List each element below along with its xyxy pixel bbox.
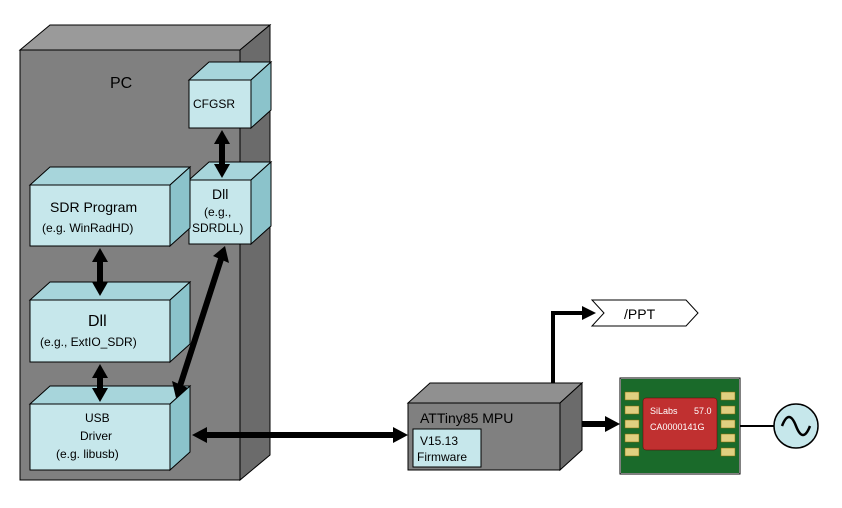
chip-line1: SiLabs	[650, 406, 678, 416]
dll-sdr-line2: (e.g.,	[204, 205, 231, 219]
edge-attiny-ppt	[553, 306, 596, 383]
node-dll-extio: Dll (e.g., ExtIO_SDR)	[30, 282, 190, 362]
node-wave-out	[774, 404, 818, 448]
ppt-label: /PPT	[624, 306, 656, 322]
node-attiny: ATTiny85 MPU V15.13 Firmware	[408, 383, 582, 470]
node-cfgsr: CFGSR	[189, 62, 271, 128]
node-si5351-chip: SiLabs 57.0 CA0000141G	[620, 378, 740, 474]
dll-sdr-line1: Dll	[212, 186, 228, 202]
usb-line3: (e.g. libusb)	[56, 447, 119, 461]
chip-line3: CA0000141G	[650, 422, 705, 432]
cfgsr-label: CFGSR	[193, 97, 235, 111]
attiny-label: ATTiny85 MPU	[420, 410, 513, 426]
fw-line1: V15.13	[420, 434, 458, 448]
diagram-canvas: PC CFGSR Dll (e.g., SDRDLL) SDR Program …	[0, 0, 842, 508]
pc-label: PC	[110, 75, 132, 92]
sdr-prog-line1: SDR Program	[50, 199, 137, 215]
dll-extio-line1: Dll	[88, 313, 107, 330]
usb-line1: USB	[85, 411, 110, 425]
dll-sdr-line3: SDRDLL)	[192, 221, 243, 235]
edge-attiny-chip	[582, 416, 620, 432]
sdr-prog-line2: (e.g. WinRadHD)	[42, 221, 133, 235]
node-ppt-flag: /PPT	[592, 300, 698, 326]
dll-extio-line2: (e.g., ExtIO_SDR)	[40, 335, 137, 349]
node-usb-driver: USB Driver (e.g. libusb)	[30, 386, 190, 470]
fw-line2: Firmware	[417, 450, 467, 464]
usb-line2: Driver	[80, 429, 112, 443]
node-dll-sdr: Dll (e.g., SDRDLL)	[189, 162, 271, 244]
chip-line2: 57.0	[694, 406, 712, 416]
node-sdr-program: SDR Program (e.g. WinRadHD)	[30, 167, 190, 246]
